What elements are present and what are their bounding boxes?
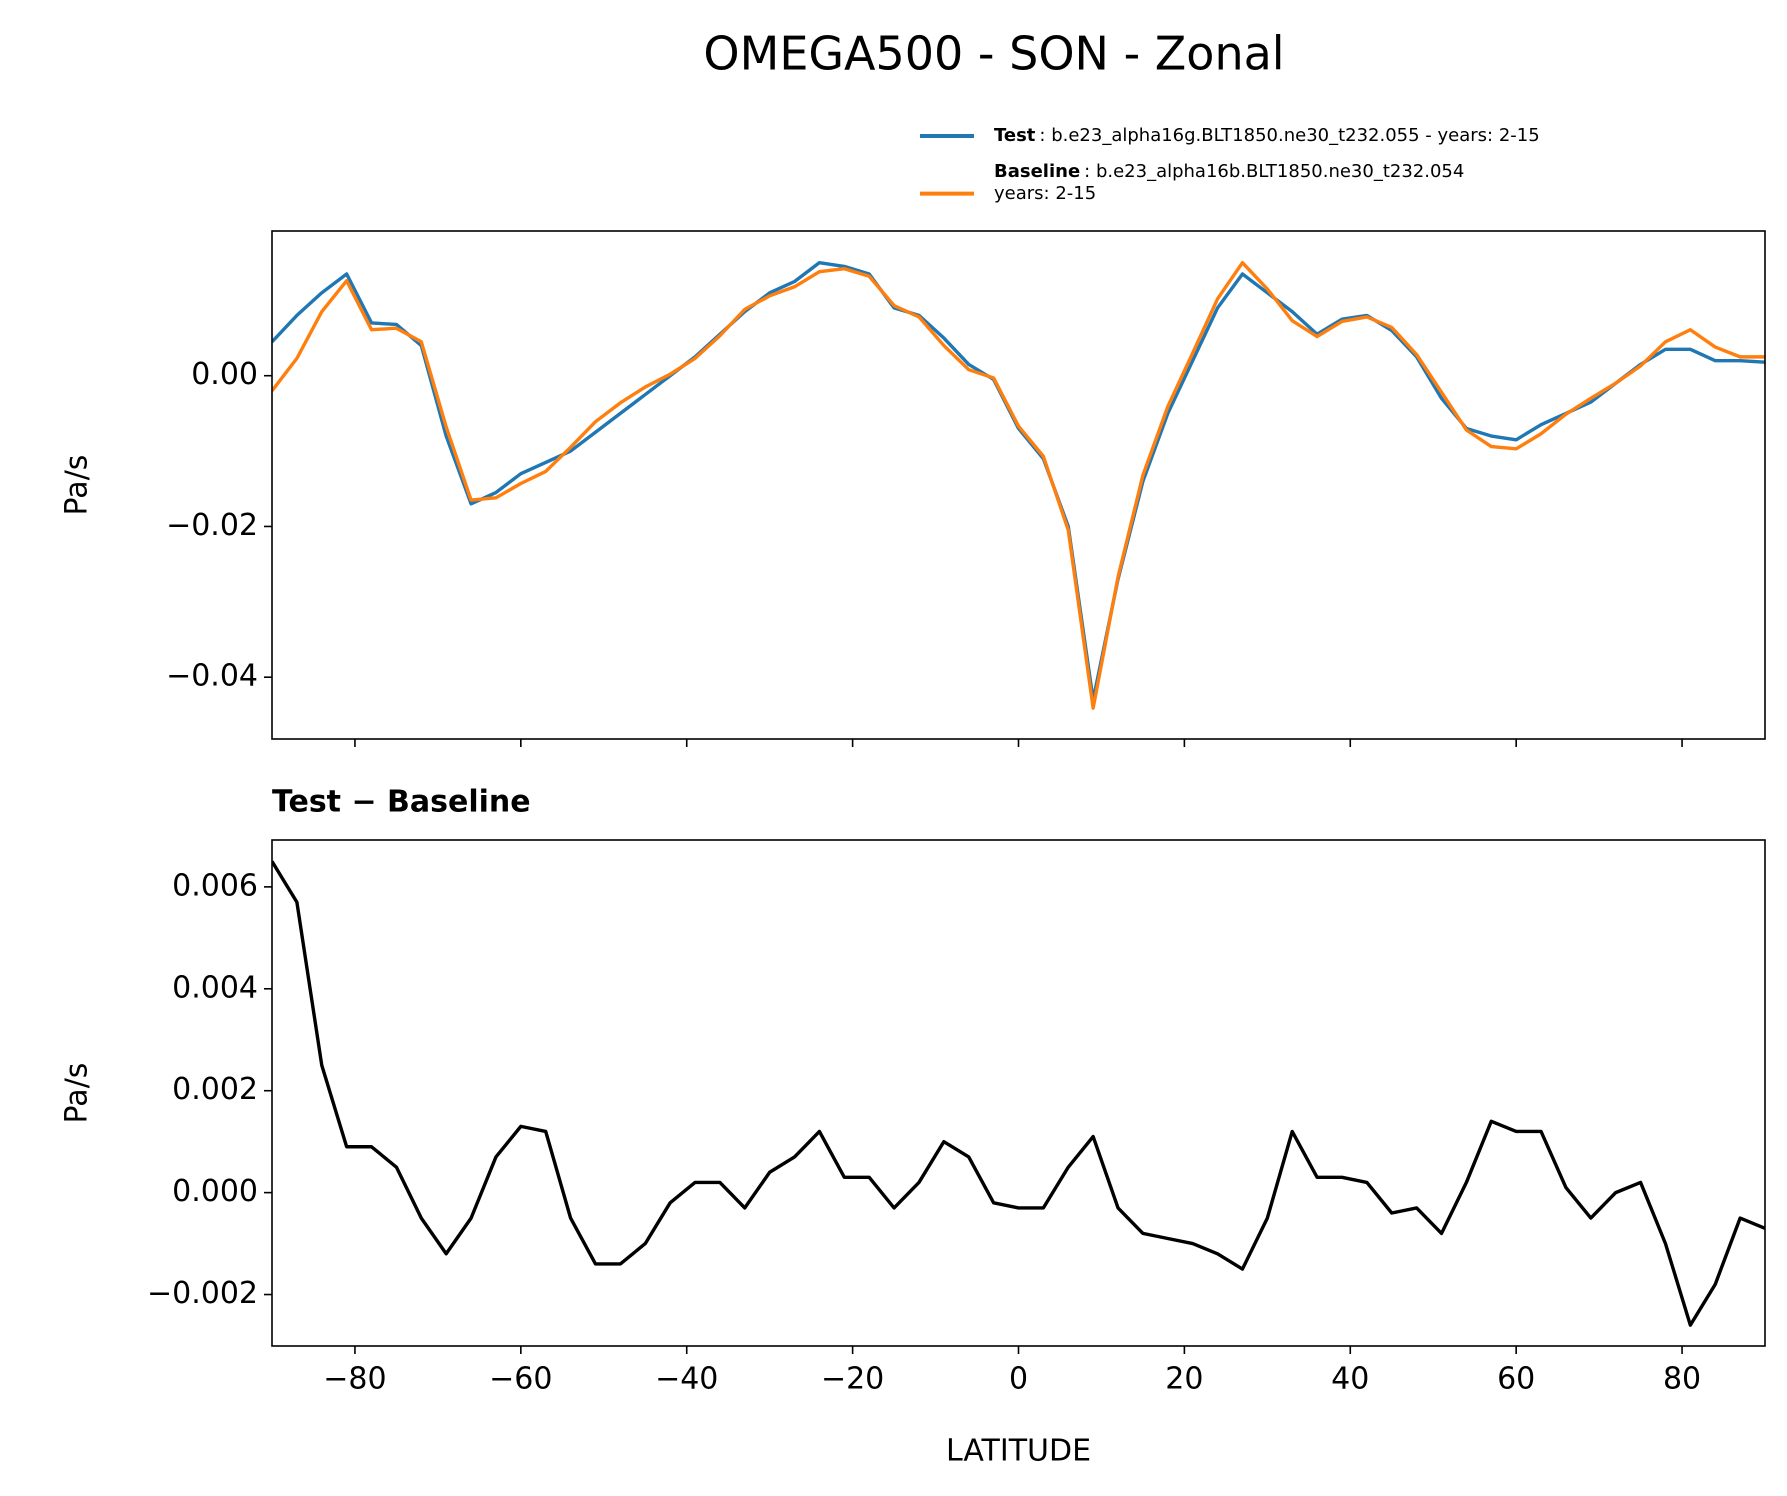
x-tick-label: 40 [1331, 1362, 1369, 1397]
y-tick-label: −0.02 [166, 508, 258, 543]
data-line [272, 860, 1765, 1327]
x-tick-label: −60 [489, 1362, 552, 1397]
y-tick-label: 0.00 [191, 357, 258, 392]
legend-entry: Baseline: b.e23_alpha16b.BLT1850.ne30_t2… [994, 161, 1464, 182]
chart-title: OMEGA500 - SON - Zonal [703, 27, 1284, 81]
y-tick-label: −0.04 [166, 659, 258, 694]
legend-name: Test [994, 125, 1036, 146]
y-tick-label: 0.004 [172, 970, 258, 1005]
legend-entry: Test: b.e23_alpha16g.BLT1850.ne30_t232.0… [994, 125, 1540, 146]
x-axis-label: LATITUDE [946, 1434, 1091, 1469]
legend-description: years: 2-15 [994, 183, 1096, 204]
x-tick-label: 0 [1009, 1362, 1028, 1397]
data-line [272, 260, 1765, 710]
y-tick-label: 0.002 [172, 1072, 258, 1107]
y-axis-label: Pa/s [60, 455, 95, 516]
x-tick-label: −20 [821, 1362, 884, 1397]
y-axis-label: Pa/s [60, 1063, 95, 1124]
x-tick-label: 80 [1663, 1362, 1701, 1397]
legend-description: : b.e23_alpha16b.BLT1850.ne30_t232.054 [1084, 161, 1464, 182]
legend-name: Baseline [994, 161, 1080, 182]
x-tick-label: 60 [1497, 1362, 1535, 1397]
subplot-title: Test − Baseline [272, 785, 531, 820]
y-tick-label: −0.002 [147, 1276, 258, 1311]
y-tick-label: 0.000 [172, 1174, 258, 1209]
legend-description: : b.e23_alpha16g.BLT1850.ne30_t232.055 -… [1039, 125, 1539, 146]
axes-frame [271, 230, 1766, 740]
x-tick-label: 20 [1165, 1362, 1203, 1397]
x-tick-label: −80 [323, 1362, 386, 1397]
x-tick-label: −40 [655, 1362, 718, 1397]
y-tick-label: 0.006 [172, 868, 258, 903]
axes-frame [271, 839, 1766, 1347]
